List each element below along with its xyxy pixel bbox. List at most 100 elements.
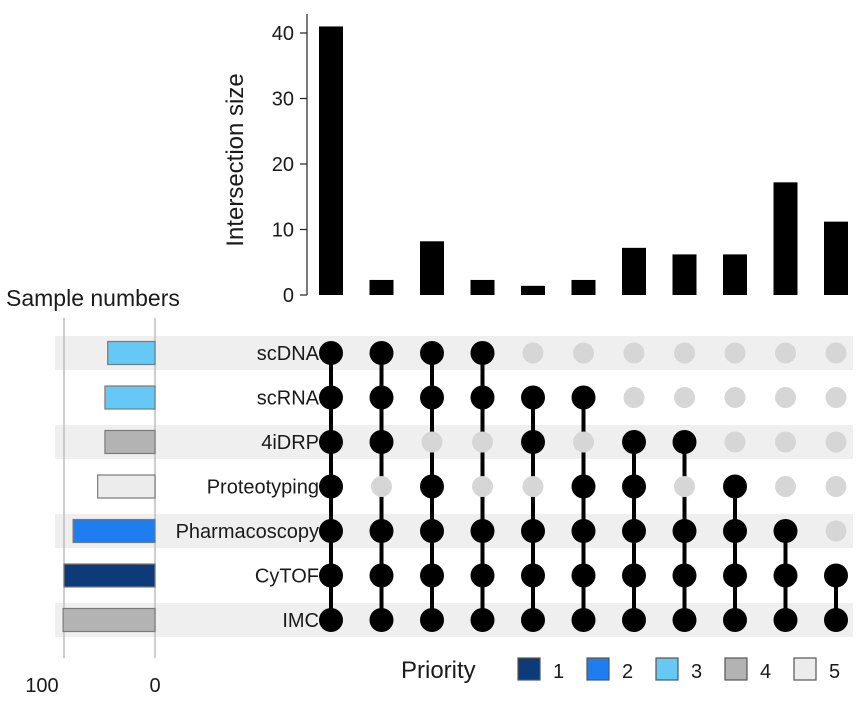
matrix-dot-active bbox=[723, 474, 747, 499]
matrix-dot-active bbox=[369, 341, 394, 365]
matrix-dot-inactive bbox=[573, 431, 594, 453]
matrix-dot-active bbox=[420, 385, 444, 410]
matrix-dot-active bbox=[319, 519, 343, 543]
matrix-dot-active bbox=[672, 430, 697, 454]
intersection-bar bbox=[571, 279, 596, 295]
set-label: scRNA bbox=[257, 388, 320, 410]
matrix-dot-active bbox=[622, 608, 646, 632]
matrix-dot-active bbox=[723, 563, 747, 588]
set-label: 4iDRP bbox=[261, 432, 319, 454]
legend-swatch bbox=[724, 657, 748, 681]
set-label: IMC bbox=[282, 610, 319, 632]
intersection-bar bbox=[622, 247, 646, 295]
matrix-dot-active bbox=[521, 608, 545, 632]
matrix-dot-active bbox=[521, 385, 545, 410]
set-size-bar bbox=[62, 607, 156, 633]
matrix-dot-inactive bbox=[623, 387, 645, 408]
matrix-dot-active bbox=[773, 608, 798, 632]
row-stripe bbox=[55, 603, 853, 637]
y-tick-label: 40 bbox=[272, 23, 294, 45]
matrix-dot-inactive bbox=[825, 520, 847, 542]
matrix-dot-inactive bbox=[674, 342, 695, 364]
set-size-bars bbox=[62, 340, 156, 633]
set-label: Proteotyping bbox=[207, 477, 319, 499]
y-axis-label: Intersection size bbox=[222, 73, 249, 246]
matrix-dot-active bbox=[319, 385, 343, 410]
matrix-dot-active bbox=[773, 563, 798, 588]
matrix-dot-active bbox=[571, 474, 596, 499]
row-stripe bbox=[55, 514, 853, 548]
matrix-dot-active bbox=[369, 430, 394, 454]
matrix-dot-active bbox=[672, 519, 697, 543]
matrix-dot-active bbox=[622, 519, 646, 543]
matrix-dot-active bbox=[420, 608, 444, 632]
matrix-dot-inactive bbox=[825, 387, 847, 408]
matrix-dot-active bbox=[319, 474, 343, 499]
legend-label: 4 bbox=[760, 661, 771, 683]
matrix-dot-active bbox=[571, 563, 596, 588]
matrix-dot-inactive bbox=[472, 476, 493, 497]
y-tick-label: 0 bbox=[283, 285, 294, 307]
matrix-dot-inactive bbox=[674, 387, 695, 408]
set-size-bar bbox=[72, 518, 156, 544]
matrix-dot-active bbox=[369, 608, 394, 632]
intersection-bar bbox=[824, 221, 848, 295]
matrix-dot-active bbox=[521, 519, 545, 543]
matrix-dot-active bbox=[622, 430, 646, 454]
matrix-dot-active bbox=[420, 474, 444, 499]
matrix-dot-active bbox=[824, 608, 848, 632]
matrix-dot-inactive bbox=[724, 342, 746, 364]
matrix-dot-active bbox=[723, 519, 747, 543]
set-label: scDNA bbox=[257, 343, 320, 365]
matrix-dot-inactive bbox=[825, 431, 847, 453]
matrix-dot-active bbox=[571, 608, 596, 632]
intersection-bars bbox=[319, 26, 848, 295]
set-size-title: Sample numbers bbox=[6, 285, 180, 311]
matrix-dot-active bbox=[622, 563, 646, 588]
matrix-dot-active bbox=[319, 608, 343, 632]
intersection-bar bbox=[672, 254, 697, 295]
matrix-dot-active bbox=[824, 563, 848, 588]
intersection-matrix bbox=[319, 341, 848, 632]
matrix-dot-active bbox=[672, 563, 697, 588]
matrix-dot-active bbox=[571, 385, 596, 410]
matrix-dot-active bbox=[521, 430, 545, 454]
matrix-dot-active bbox=[319, 341, 343, 365]
matrix-dot-inactive bbox=[623, 342, 645, 364]
set-labels: scDNA scRNA 4iDRP Proteotyping Pharmacoscopy… bbox=[176, 343, 320, 632]
legend-label: 2 bbox=[622, 661, 633, 683]
matrix-dot-active bbox=[319, 563, 343, 588]
matrix-dot-inactive bbox=[775, 387, 796, 408]
matrix-dot-active bbox=[470, 385, 495, 410]
intersection-bar bbox=[773, 182, 798, 295]
matrix-dot-inactive bbox=[825, 476, 847, 497]
matrix-dot-active bbox=[369, 519, 394, 543]
intersection-bar bbox=[319, 26, 343, 295]
row-stripes bbox=[55, 336, 853, 637]
matrix-dot-active bbox=[470, 519, 495, 543]
matrix-dot-inactive bbox=[421, 431, 443, 453]
matrix-dot-active bbox=[369, 385, 394, 410]
matrix-dot-active bbox=[622, 474, 646, 499]
matrix-dot-active bbox=[420, 341, 444, 365]
legend-label: 5 bbox=[829, 661, 840, 683]
matrix-dot-inactive bbox=[775, 431, 796, 453]
set-size-bar bbox=[104, 385, 156, 410]
intersection-bar bbox=[521, 285, 545, 295]
intersection-bar bbox=[369, 279, 394, 295]
row-stripe bbox=[55, 336, 853, 370]
matrix-dot-inactive bbox=[775, 342, 796, 364]
set-size-bar bbox=[107, 340, 156, 366]
matrix-dot-active bbox=[420, 519, 444, 543]
intersection-bar bbox=[723, 254, 747, 295]
legend-label: 1 bbox=[553, 661, 564, 683]
matrix-dot-active bbox=[723, 608, 747, 632]
intersection-bar bbox=[420, 241, 444, 295]
row-stripe bbox=[55, 425, 853, 459]
matrix-dot-active bbox=[420, 563, 444, 588]
set-size-bar bbox=[63, 563, 156, 588]
matrix-dot-active bbox=[521, 563, 545, 588]
set-size-tick-0: 0 bbox=[149, 675, 160, 697]
matrix-dot-inactive bbox=[775, 476, 796, 497]
